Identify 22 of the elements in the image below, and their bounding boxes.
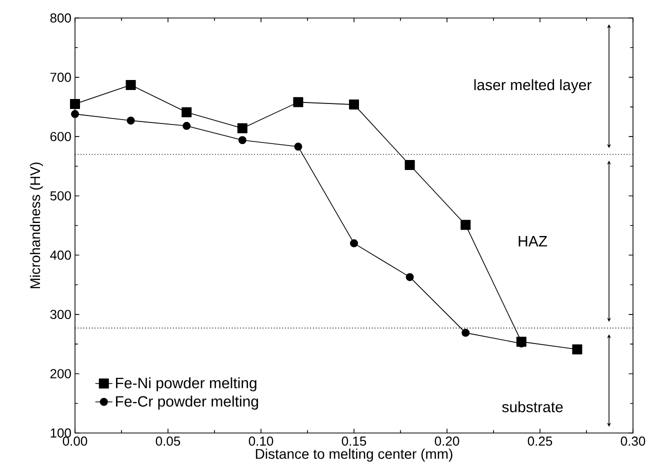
x-tick-label: 0.00 — [62, 436, 88, 446]
x-tick-label: 0.30 — [620, 436, 646, 446]
legend-label: Fe-Ni powder melting — [116, 377, 256, 392]
y-tick-label: 600 — [50, 132, 71, 142]
x-tick-label: 0.25 — [528, 436, 552, 446]
x-axis-title: Distance to melting center (mm) — [256, 448, 452, 462]
annotation: laser melted layer — [474, 79, 592, 94]
x-tick-label: 0.20 — [434, 436, 460, 446]
y-tick-label: 300 — [50, 310, 71, 320]
y-tick-label: 800 — [50, 13, 71, 23]
y-tick-label: 400 — [50, 250, 71, 260]
y-tick-label: 500 — [50, 191, 71, 200]
y-tick-label: 100 — [50, 428, 71, 438]
x-tick-label: 0.15 — [342, 436, 366, 446]
x-tick-label: 0.05 — [156, 436, 180, 446]
legend-label: Fe-Cr powder melting — [116, 396, 258, 410]
y-axis-title: Microhandness (HV) — [30, 162, 43, 288]
annotation: HAZ — [518, 236, 548, 246]
annotation: substrate — [502, 401, 563, 412]
x-tick-label: 0.10 — [248, 436, 274, 446]
y-tick-label: 700 — [50, 72, 71, 82]
y-tick-label: 200 — [50, 369, 71, 378]
